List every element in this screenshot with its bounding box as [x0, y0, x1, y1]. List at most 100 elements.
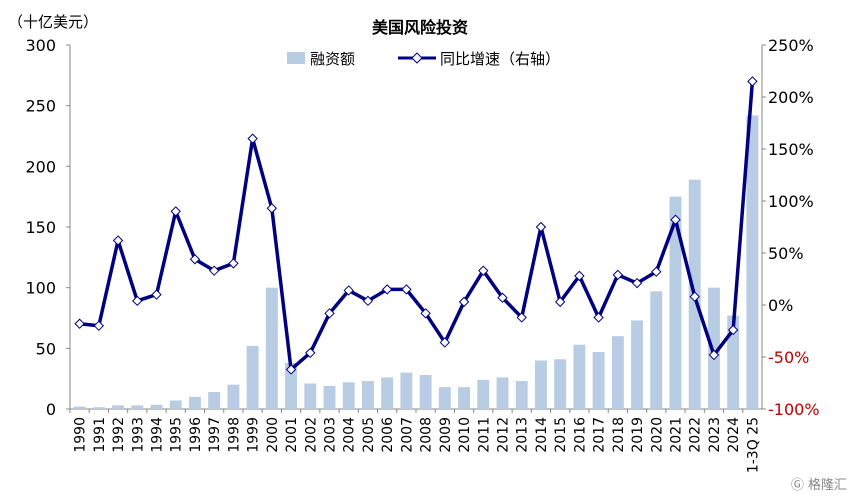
x-tick-label: 2014: [534, 417, 550, 453]
bar-2023: [707, 287, 720, 409]
x-tick-label: 2020: [649, 417, 665, 453]
growth-marker-2003: [324, 308, 335, 319]
growth-marker-2012: [497, 292, 508, 303]
bar-2016: [573, 344, 586, 409]
right-tick-label: 250%: [768, 36, 814, 55]
right-tick-label: -100%: [768, 400, 820, 419]
bar-1996: [188, 396, 201, 409]
x-tick-label: 1990: [73, 417, 89, 453]
growth-marker-2022: [689, 291, 700, 302]
bar-1993: [131, 405, 144, 409]
x-tick-label: 1999: [246, 417, 262, 453]
x-tick-label: 2018: [611, 417, 627, 453]
x-tick-label: 1994: [150, 417, 166, 453]
x-tick-label: 1998: [226, 417, 242, 453]
x-tick-label: 2017: [592, 417, 608, 453]
bar-2015: [554, 359, 567, 409]
x-tick-label: 1992: [111, 417, 127, 453]
x-tick-label: 2005: [361, 417, 377, 453]
bar-2001: [285, 362, 298, 409]
x-tick-label: 2009: [438, 417, 454, 453]
growth-marker-2002: [305, 347, 316, 359]
x-tick-label: 2000: [265, 417, 281, 453]
growth-marker-1998: [228, 258, 239, 269]
growth-marker-1991: [93, 320, 105, 332]
growth-marker-1-3Q 25: [747, 76, 758, 87]
bar-2004: [342, 382, 355, 409]
left-tick-label: 250: [25, 97, 56, 116]
right-tick-label: 50%: [768, 244, 804, 263]
x-tick-label: 1991: [92, 417, 108, 453]
bar-1997: [208, 392, 221, 409]
bar-2017: [592, 351, 605, 409]
legend-bar-label: 融资额: [310, 50, 355, 68]
x-tick-label: 2021: [669, 417, 685, 453]
left-tick-label: 150: [25, 218, 56, 237]
x-tick-label: 2004: [342, 417, 358, 453]
bar-2009: [438, 387, 451, 409]
right-tick-label: 100%: [768, 192, 814, 211]
bar-2000: [265, 287, 278, 409]
right-tick-label: 150%: [768, 140, 814, 159]
growth-marker-2007: [401, 284, 412, 295]
bar-2019: [631, 320, 644, 409]
growth-marker-2013: [516, 312, 527, 323]
bar-2013: [515, 381, 528, 409]
bar-1994: [150, 404, 163, 409]
bar-2018: [611, 336, 624, 409]
x-tick-label: 2006: [380, 417, 396, 453]
x-tick-label: 2010: [457, 417, 473, 453]
growth-marker-2016: [574, 270, 585, 282]
x-tick-label: 2016: [572, 417, 588, 453]
x-tick-label: 2015: [553, 417, 569, 453]
legend-line-marker: [411, 52, 423, 64]
bar-1990: [73, 406, 86, 409]
x-tick-label: 2024: [726, 417, 742, 453]
growth-marker-2021: [670, 214, 681, 225]
growth-marker-1997: [208, 265, 220, 276]
left-tick-label: 300: [25, 36, 56, 55]
growth-marker-2000: [266, 203, 278, 214]
legend-bar-swatch: [287, 52, 305, 64]
x-tick-label: 2011: [476, 417, 492, 453]
bar-2005: [361, 381, 374, 409]
bar-1-3Q 25: [746, 115, 759, 409]
chart-title: 美国风险投资: [372, 18, 468, 37]
x-tick-label: 1-3Q 25: [745, 417, 761, 473]
left-tick-label: 50: [36, 339, 56, 358]
x-tick-label: 2001: [284, 417, 300, 453]
growth-marker-2010: [458, 296, 470, 308]
left-tick-label: 0: [46, 400, 56, 419]
growth-marker-2024: [727, 324, 739, 336]
growth-marker-1992: [112, 235, 124, 246]
x-tick-label: 1997: [207, 417, 223, 453]
legend-line-label: 同比增速（右轴）: [440, 50, 560, 68]
x-tick-label: 1996: [188, 417, 204, 453]
growth-marker-2015: [554, 296, 566, 308]
x-tick-label: 1993: [130, 417, 146, 453]
growth-marker-2011: [478, 265, 489, 276]
bar-2024: [727, 315, 740, 409]
bar-1991: [92, 407, 105, 409]
growth-marker-2023: [708, 349, 720, 361]
watermark-text: 格隆汇: [807, 478, 847, 493]
x-tick-label: 2019: [630, 417, 646, 453]
bar-2011: [477, 379, 490, 409]
x-tick-label: 2023: [707, 417, 723, 453]
growth-marker-2009: [439, 337, 451, 348]
right-tick-label: -50%: [768, 348, 809, 367]
bar-2020: [650, 291, 663, 409]
growth-marker-1994: [151, 289, 162, 300]
growth-marker-2005: [362, 295, 374, 307]
bar-1998: [227, 384, 240, 409]
growth-marker-2001: [285, 364, 297, 375]
left-axis-unit: （十亿美元）: [8, 13, 98, 31]
x-tick-label: 2007: [399, 417, 415, 453]
x-tick-label: 2008: [419, 417, 435, 453]
bar-1999: [246, 345, 259, 409]
bar-2012: [496, 377, 509, 409]
growth-marker-2018: [612, 269, 624, 281]
bar-2006: [381, 377, 394, 409]
x-tick-label: 2002: [303, 417, 319, 453]
